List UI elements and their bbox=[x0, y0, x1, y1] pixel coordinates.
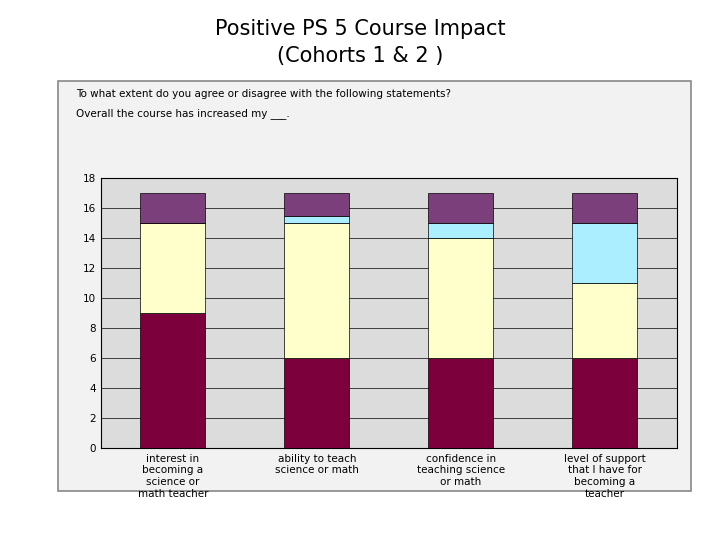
Bar bbox=[572, 283, 637, 358]
Text: (Cohorts 1 & 2 ): (Cohorts 1 & 2 ) bbox=[276, 46, 444, 66]
Bar bbox=[428, 358, 493, 448]
Bar bbox=[140, 313, 205, 448]
Bar bbox=[572, 223, 637, 283]
Bar bbox=[284, 223, 349, 358]
Bar bbox=[428, 238, 493, 358]
Bar bbox=[428, 223, 493, 238]
Bar bbox=[284, 358, 349, 448]
Text: Overall the course has increased my ___.: Overall the course has increased my ___. bbox=[76, 108, 289, 119]
Bar bbox=[572, 358, 637, 448]
Bar bbox=[572, 193, 637, 223]
Bar bbox=[284, 193, 349, 215]
Bar bbox=[140, 223, 205, 313]
Text: Positive PS 5 Course Impact: Positive PS 5 Course Impact bbox=[215, 19, 505, 39]
Bar bbox=[428, 193, 493, 223]
Text: To what extent do you agree or disagree with the following statements?: To what extent do you agree or disagree … bbox=[76, 89, 451, 99]
Bar bbox=[140, 193, 205, 223]
Bar bbox=[284, 215, 349, 223]
